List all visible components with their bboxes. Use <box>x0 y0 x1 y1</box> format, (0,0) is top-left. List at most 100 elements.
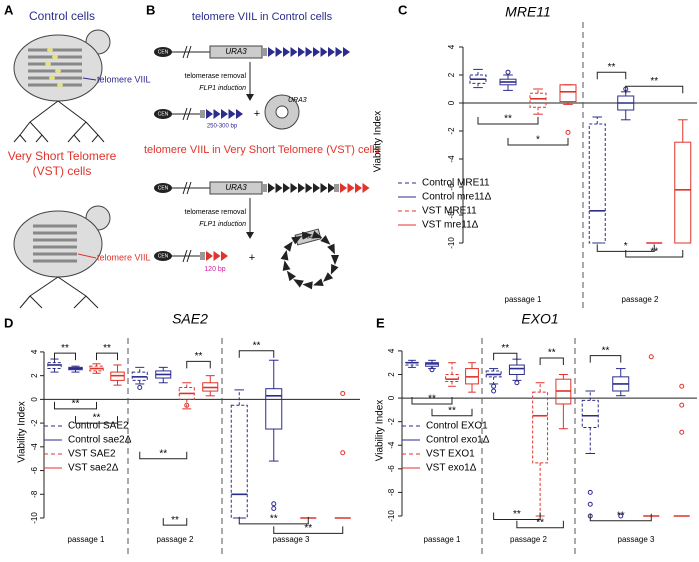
telomere-repeat <box>312 278 324 287</box>
category-label: passage 1 <box>505 295 542 304</box>
y-tick-label: 0 <box>30 397 39 402</box>
y-tick-label: -2 <box>387 418 396 426</box>
ura3-label: URA3 <box>301 234 315 240</box>
significance-label: * <box>624 241 628 252</box>
category-label: passage 2 <box>510 535 547 544</box>
telomere-repeat <box>305 183 313 193</box>
y-tick-label: 2 <box>447 72 456 77</box>
break-mark <box>182 249 192 263</box>
telomere-repeat <box>275 183 283 193</box>
telomere-repeat <box>320 235 331 245</box>
significance-bracket <box>162 518 188 526</box>
chart-title: SAE2 <box>172 311 208 327</box>
y-tick-label: -6 <box>30 466 39 474</box>
outlier <box>514 380 520 386</box>
y-tick-label: -4 <box>30 443 39 451</box>
significance-bracket <box>493 352 518 361</box>
box <box>265 388 283 430</box>
y-tick-label: 4 <box>447 44 456 49</box>
sub-telomere <box>262 48 267 56</box>
telomere-repeat <box>206 109 213 119</box>
outlier <box>565 129 571 135</box>
sub-telomere <box>262 184 267 192</box>
sub-telomere <box>200 110 205 118</box>
pointer <box>77 253 97 259</box>
ura3-label: URA3 <box>225 47 247 56</box>
legend-label: Control SAE2 <box>68 421 129 432</box>
significance-label: ** <box>270 514 278 525</box>
telomere-repeat <box>298 183 305 193</box>
outlier <box>679 383 685 389</box>
panel-a: Control cells telomere VIIL Very Short T… <box>8 9 151 309</box>
significance-bracket <box>75 416 118 424</box>
significance-label: ** <box>548 348 556 359</box>
outlier <box>505 69 511 75</box>
pointer <box>82 77 97 81</box>
outlier <box>340 390 346 396</box>
length-label: 120 bp <box>204 266 226 273</box>
significance-bracket <box>493 512 541 521</box>
y-tick-label: -2 <box>30 419 39 427</box>
significance-bracket <box>507 138 569 146</box>
significance-bracket <box>431 408 473 417</box>
category-label: passage 1 <box>68 535 105 544</box>
telomere-repeat <box>290 47 298 57</box>
telomere-repeat <box>275 47 283 57</box>
break-mark <box>182 45 192 59</box>
length-label: 250-300 bp <box>207 124 238 130</box>
significance-label: ** <box>504 114 512 125</box>
significance-label: ** <box>650 247 658 258</box>
panel-label: E <box>376 315 385 330</box>
y-tick-label: 0 <box>387 395 396 400</box>
significance-label: ** <box>602 345 610 356</box>
significance-bracket <box>54 352 76 361</box>
significance-bracket <box>96 352 118 361</box>
significance-label: ** <box>536 517 544 528</box>
significance-label: ** <box>171 515 179 526</box>
y-tick-label: -6 <box>387 465 396 473</box>
break-mark <box>182 107 192 121</box>
construct-title: telomere VIIL in Very Short Telomere (VS… <box>144 144 380 156</box>
outlier <box>618 513 624 519</box>
telomere-label: telomere VIIL <box>97 252 151 262</box>
significance-bracket <box>186 360 211 369</box>
box <box>445 373 459 383</box>
step-label: FLP1 induction <box>199 85 246 92</box>
telomere-repeat <box>213 251 221 261</box>
centromeres <box>45 48 63 87</box>
significance-bracket <box>139 451 188 460</box>
cen-label: CEN <box>158 185 169 191</box>
telomere-repeat <box>320 183 328 193</box>
telomere-repeat <box>328 183 335 193</box>
lineage-tree <box>19 276 99 309</box>
significance-label: ** <box>159 448 167 459</box>
cen-label: CEN <box>158 111 169 117</box>
box <box>674 141 692 244</box>
telomere-repeat <box>293 279 304 288</box>
telomere-repeat <box>362 183 370 193</box>
y-tick-label: -10 <box>30 512 39 524</box>
telomere-repeat <box>331 255 339 265</box>
telomere-repeat <box>290 183 298 193</box>
significance-label: ** <box>93 413 101 424</box>
panel-b: telomere VIIL in Control cells telomere … <box>144 11 380 290</box>
y-tick-label: -8 <box>447 211 456 219</box>
telomere-repeat <box>311 230 323 239</box>
outlier <box>184 402 190 408</box>
y-tick-label: 4 <box>387 348 396 353</box>
telomere-repeat <box>355 183 362 193</box>
telomere-repeat <box>283 183 290 193</box>
outlier <box>271 506 277 512</box>
outlier <box>587 489 593 495</box>
significance-label: ** <box>195 351 203 362</box>
y-tick-label: -4 <box>387 441 396 449</box>
significance-bracket <box>589 355 622 363</box>
telomere-repeat <box>305 47 313 57</box>
ura3-label: URA3 <box>288 97 307 104</box>
outlier <box>587 501 593 507</box>
outlier <box>648 354 654 360</box>
y-tick-label: 4 <box>30 349 39 354</box>
telomere-repeat <box>236 109 243 119</box>
break-mark <box>182 181 192 195</box>
